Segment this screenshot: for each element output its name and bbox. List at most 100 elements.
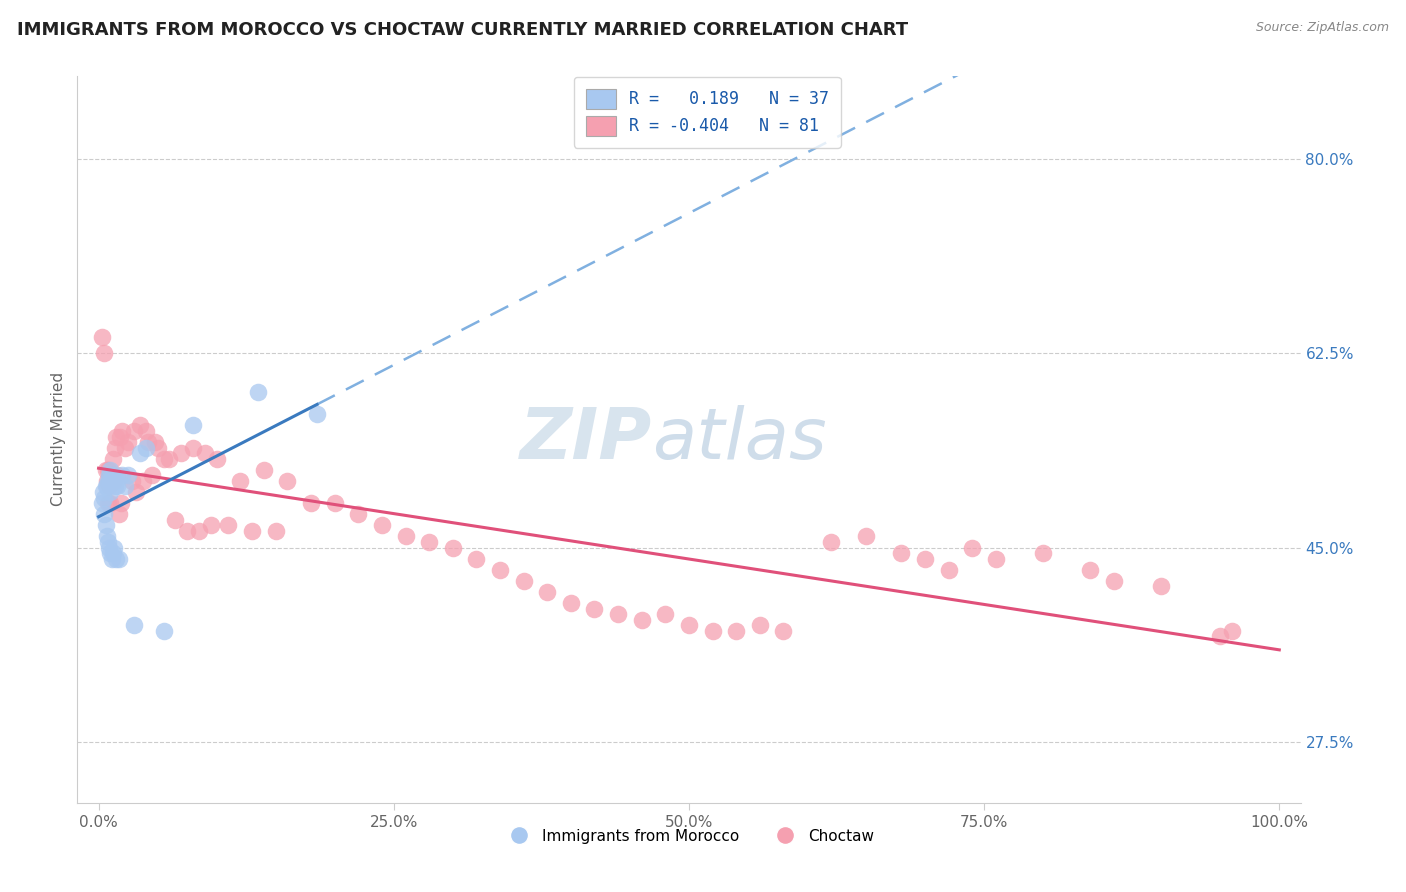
Point	[246, 385, 269, 400]
Point	[725, 624, 748, 638]
Point	[418, 535, 440, 549]
Point	[187, 524, 209, 538]
Point	[97, 474, 120, 488]
Point	[299, 496, 322, 510]
Point	[111, 468, 134, 483]
Point	[820, 535, 842, 549]
Point	[890, 546, 912, 560]
Point	[94, 518, 117, 533]
Point	[122, 618, 145, 632]
Point	[101, 546, 124, 560]
Point	[100, 485, 122, 500]
Point	[630, 613, 652, 627]
Point	[104, 479, 127, 493]
Point	[176, 524, 198, 538]
Point	[146, 441, 169, 455]
Point	[536, 585, 558, 599]
Point	[143, 435, 166, 450]
Point	[200, 518, 222, 533]
Point	[100, 546, 122, 560]
Point	[117, 435, 139, 450]
Point	[371, 518, 394, 533]
Point	[96, 479, 118, 493]
Point	[205, 451, 228, 466]
Point	[152, 624, 174, 638]
Point	[129, 446, 152, 460]
Point	[152, 451, 174, 466]
Point	[107, 468, 129, 483]
Point	[93, 491, 115, 505]
Point	[111, 424, 134, 438]
Point	[855, 529, 877, 543]
Point	[108, 429, 131, 443]
Point	[583, 601, 606, 615]
Point	[91, 485, 114, 500]
Point	[1150, 579, 1173, 593]
Point	[394, 529, 416, 543]
Point	[181, 418, 204, 433]
Point	[98, 468, 121, 483]
Point	[347, 507, 370, 521]
Point	[135, 441, 157, 455]
Text: ZIP: ZIP	[520, 405, 652, 474]
Point	[100, 468, 122, 483]
Point	[104, 441, 127, 455]
Point	[217, 518, 239, 533]
Point	[702, 624, 724, 638]
Point	[98, 479, 121, 493]
Point	[100, 474, 122, 488]
Point	[100, 496, 122, 510]
Point	[276, 474, 298, 488]
Point	[170, 446, 193, 460]
Point	[117, 468, 139, 483]
Y-axis label: Currently Married: Currently Married	[51, 372, 66, 507]
Point	[654, 607, 676, 621]
Point	[984, 551, 1007, 566]
Point	[122, 424, 145, 438]
Point	[181, 441, 204, 455]
Point	[91, 329, 114, 343]
Point	[264, 524, 287, 538]
Point	[125, 485, 148, 500]
Point	[114, 441, 136, 455]
Point	[1102, 574, 1125, 588]
Point	[465, 551, 488, 566]
Point	[96, 529, 118, 543]
Point	[121, 474, 143, 488]
Point	[489, 563, 512, 577]
Point	[678, 618, 700, 632]
Point	[135, 424, 157, 438]
Point	[101, 451, 124, 466]
Point	[165, 513, 187, 527]
Text: IMMIGRANTS FROM MOROCCO VS CHOCTAW CURRENTLY MARRIED CORRELATION CHART: IMMIGRANTS FROM MOROCCO VS CHOCTAW CURRE…	[17, 21, 908, 39]
Point	[93, 507, 115, 521]
Legend: Immigrants from Morocco, Choctaw: Immigrants from Morocco, Choctaw	[498, 822, 880, 850]
Point	[100, 463, 122, 477]
Point	[305, 408, 328, 422]
Point	[607, 607, 630, 621]
Point	[441, 541, 464, 555]
Point	[512, 574, 534, 588]
Point	[132, 474, 155, 488]
Point	[136, 435, 159, 450]
Point	[253, 463, 276, 477]
Point	[91, 496, 114, 510]
Point	[962, 541, 984, 555]
Point	[1220, 624, 1243, 638]
Point	[103, 474, 125, 488]
Point	[141, 468, 163, 483]
Text: atlas: atlas	[652, 405, 827, 474]
Point	[96, 474, 118, 488]
Point	[107, 479, 129, 493]
Point	[100, 474, 122, 488]
Point	[94, 479, 117, 493]
Point	[103, 541, 125, 555]
Point	[97, 463, 120, 477]
Point	[105, 474, 128, 488]
Point	[914, 551, 936, 566]
Point	[110, 496, 132, 510]
Point	[748, 618, 770, 632]
Point	[107, 551, 129, 566]
Point	[93, 346, 115, 360]
Point	[159, 451, 181, 466]
